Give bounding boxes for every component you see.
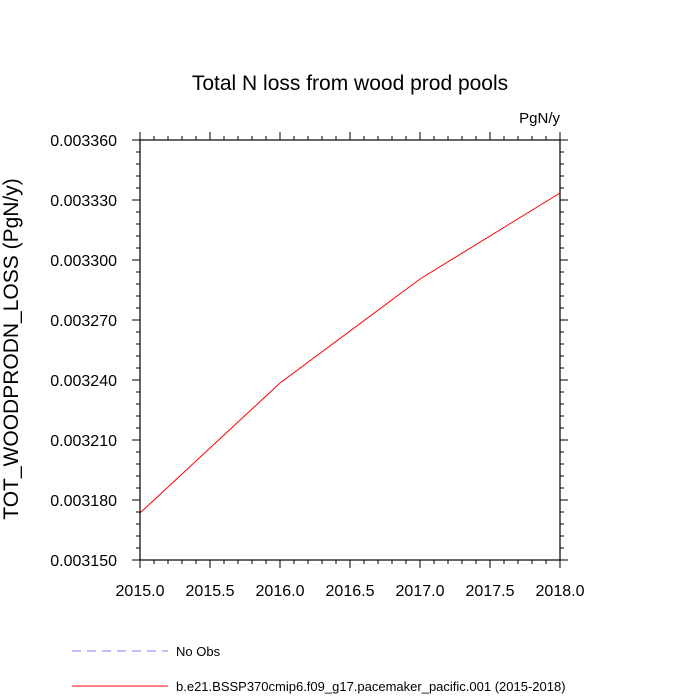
legend-label: b.e21.BSSP370cmip6.f09_g17.pacemaker_pac… <box>176 679 566 694</box>
legend-label: No Obs <box>176 644 221 659</box>
y-axis-label: TOT_WOODPRODN_LOSS (PgN/y) <box>0 178 23 520</box>
y-tick-label: 0.003240 <box>50 373 117 390</box>
x-tick-label: 2016.5 <box>326 583 375 600</box>
y-tick-label: 0.003150 <box>50 553 117 570</box>
chart-title: Total N loss from wood prod pools <box>192 72 508 95</box>
y-tick-label: 0.003180 <box>50 493 117 510</box>
series-line <box>139 192 561 514</box>
units-label: PgN/y <box>519 110 560 127</box>
axis-ticks: 2015.0 2015.5 2016.0 2016.5 2017.0 2017.5 2018… <box>50 132 585 600</box>
y-tick-label: 0.003360 <box>50 133 117 150</box>
plot-frame <box>139 139 561 561</box>
y-tick-label: 0.003210 <box>50 433 117 450</box>
x-tick-label: 2016.0 <box>256 583 305 600</box>
x-tick-label: 2017.0 <box>396 583 445 600</box>
x-tick-label: 2018.0 <box>536 583 585 600</box>
y-tick-label: 0.003300 <box>50 253 117 270</box>
plot-area <box>139 192 561 514</box>
x-tick-label: 2017.5 <box>466 583 515 600</box>
x-tick-label: 2015.5 <box>186 583 235 600</box>
y-tick-label: 0.003330 <box>50 193 117 210</box>
x-tick-label: 2015.0 <box>116 583 165 600</box>
y-tick-label: 0.003270 <box>50 313 117 330</box>
legend: No Obs b.e21.BSSP370cmip6.f09_g17.pacemak… <box>72 644 566 694</box>
